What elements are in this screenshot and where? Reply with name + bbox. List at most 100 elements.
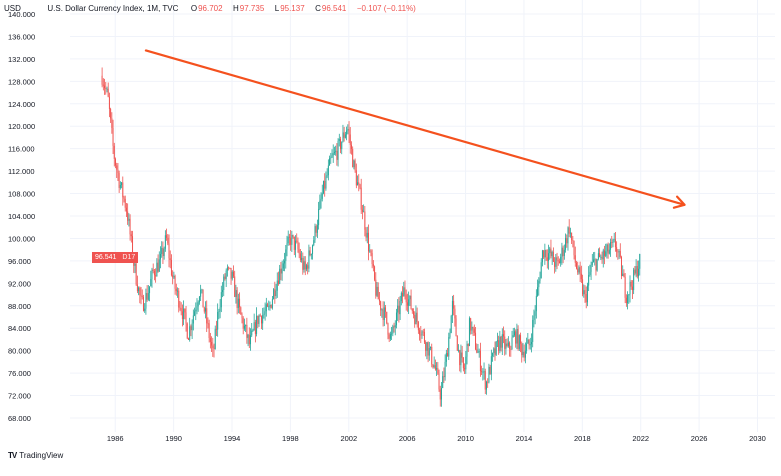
candle-body xyxy=(534,311,536,316)
candle-body xyxy=(422,331,424,333)
candle-body xyxy=(620,256,622,276)
candle-body xyxy=(616,247,618,252)
candle-body xyxy=(426,342,428,351)
candle-body xyxy=(530,341,532,345)
candle-body xyxy=(200,289,202,297)
candle-body xyxy=(344,134,346,138)
candle-body xyxy=(252,330,254,331)
candle-body xyxy=(361,209,363,212)
candle-body xyxy=(224,276,226,279)
candle-body xyxy=(343,132,345,138)
candle-body xyxy=(400,293,402,301)
candle-body xyxy=(516,329,518,344)
candle-body xyxy=(527,339,529,344)
candle-body xyxy=(470,318,472,331)
candle-body xyxy=(198,296,200,303)
candle-body xyxy=(110,108,112,119)
symbol-text[interactable]: U.S. Dollar Currency Index, 1M, TVC xyxy=(47,4,179,13)
candle-body xyxy=(363,211,365,213)
candle-body xyxy=(524,350,526,358)
candle-body xyxy=(375,279,377,296)
candle-body xyxy=(517,329,519,349)
candle-body xyxy=(240,307,242,315)
candle-body xyxy=(521,343,523,356)
logo-mark-icon: TV xyxy=(8,451,17,460)
y-tick-label: 140.000 xyxy=(8,10,35,19)
candle-body xyxy=(149,286,151,294)
candle-body xyxy=(123,197,125,199)
candle-body xyxy=(264,311,266,314)
candle-body xyxy=(112,127,114,146)
candle-body xyxy=(398,305,400,315)
y-tick-label: 112.000 xyxy=(8,167,35,176)
candle-body xyxy=(427,342,429,356)
tradingview-logo[interactable]: TV TradingView xyxy=(8,451,63,460)
candle-body xyxy=(544,249,546,258)
candle-body xyxy=(408,299,410,306)
candle-body xyxy=(222,289,224,293)
candle-body xyxy=(287,236,289,244)
candle-body xyxy=(622,273,624,276)
candle-body xyxy=(319,200,321,209)
candle-body xyxy=(256,315,258,334)
candle-body xyxy=(259,315,261,317)
candle-body xyxy=(571,232,573,241)
candle-body xyxy=(337,140,339,160)
y-tick-label: 72.000 xyxy=(8,392,31,401)
candle-body xyxy=(280,268,282,274)
candle-body xyxy=(353,160,355,168)
candle-body xyxy=(445,353,447,362)
candle-body xyxy=(102,84,104,86)
candle-body xyxy=(440,388,442,400)
candle-body xyxy=(449,332,451,338)
candle-body xyxy=(288,236,290,238)
candle-body xyxy=(298,249,300,254)
candle-body xyxy=(214,328,216,349)
candle-body xyxy=(490,356,492,375)
candle-body xyxy=(262,315,264,324)
candle-body xyxy=(623,273,625,277)
candle-body xyxy=(572,240,574,241)
candle-body xyxy=(145,293,147,309)
candle-body xyxy=(603,250,605,256)
trend-line-stroke[interactable] xyxy=(144,49,686,206)
candle-body xyxy=(173,276,175,278)
candle-body xyxy=(321,193,323,199)
candle-body xyxy=(371,253,373,265)
candle-body xyxy=(596,259,598,271)
candle-body xyxy=(132,236,134,258)
candle-body xyxy=(482,371,484,373)
candle-body xyxy=(172,275,174,278)
candle-body xyxy=(290,237,292,245)
candle-body xyxy=(364,211,366,230)
candle-body xyxy=(545,249,547,258)
candle-body xyxy=(580,273,582,280)
x-tick-label: 2006 xyxy=(399,434,416,443)
candle-body xyxy=(585,294,587,303)
candle-body xyxy=(405,294,407,303)
candle-body xyxy=(606,244,608,252)
candle-body xyxy=(156,262,158,277)
candle-body xyxy=(551,251,553,257)
candle-body xyxy=(454,308,456,319)
candle-body xyxy=(141,296,143,298)
close-value: 96.541 xyxy=(321,4,347,13)
candle-body xyxy=(235,290,237,297)
candle-body xyxy=(372,264,374,267)
candle-body xyxy=(590,264,592,272)
candle-body xyxy=(346,130,348,135)
candle-body xyxy=(359,184,361,188)
candle-body xyxy=(162,248,164,257)
candle-body xyxy=(442,376,444,389)
candle-body xyxy=(586,285,588,303)
candle-body xyxy=(489,366,491,375)
candle-body xyxy=(282,263,284,269)
candle-body xyxy=(151,269,153,279)
candle-body xyxy=(425,342,427,351)
candle-body xyxy=(395,312,397,326)
candle-body xyxy=(625,297,627,304)
logo-text: TradingView xyxy=(19,451,64,460)
high-label: H xyxy=(233,4,239,13)
candle-body xyxy=(301,257,303,260)
